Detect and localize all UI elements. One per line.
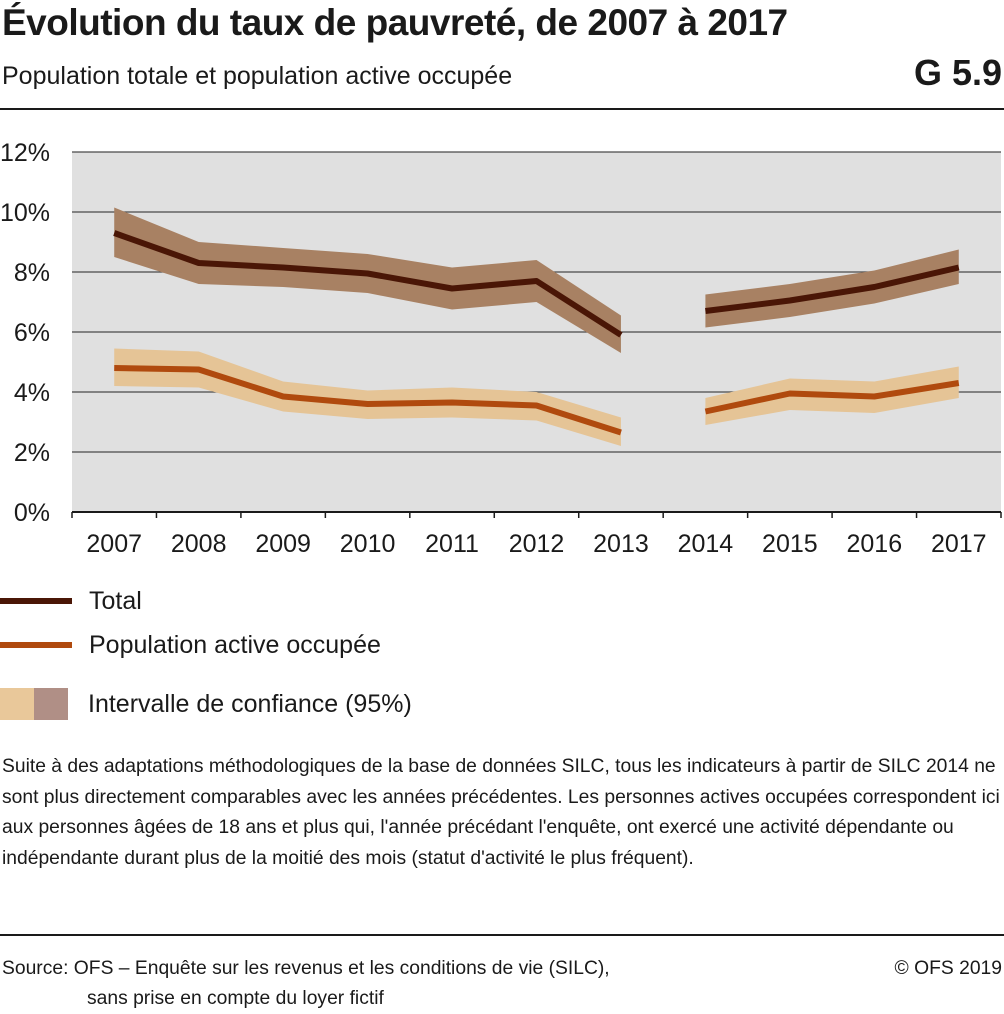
confidence-band-active: [114, 348, 621, 446]
legend-line-total: [0, 598, 72, 604]
x-tick-label: 2016: [847, 530, 903, 558]
series-line-active: [704, 380, 960, 415]
legend-label-active: Population active occupée: [89, 630, 381, 659]
legend-line-active: [0, 642, 72, 648]
legend-label-ci: Intervalle de confiance (95%): [88, 689, 412, 718]
series-line-total: [705, 264, 960, 314]
legend-swatch-ci-active: [0, 688, 34, 720]
y-tick-label: 4%: [14, 379, 50, 407]
x-tick-label: 2013: [593, 530, 649, 558]
legend-item-total: Total: [0, 583, 142, 619]
legend-item-ci: Intervalle de confiance (95%): [0, 686, 412, 722]
x-tick-label: 2017: [931, 530, 987, 558]
top-rule: [0, 108, 1004, 110]
bottom-rule: [0, 934, 1004, 936]
x-tick-label: 2012: [509, 530, 565, 558]
confidence-band-total: [705, 249, 959, 328]
series-line-total: [113, 230, 623, 338]
x-tick-label: 2008: [171, 530, 227, 558]
x-tick-label: 2009: [255, 530, 311, 558]
confidence-band-total: [114, 207, 621, 353]
legend-swatch-ci-total: [34, 688, 68, 720]
source-line-1: Source: OFS – Enquête sur les revenus et…: [2, 958, 610, 979]
legend-item-active: Population active occupée: [0, 627, 381, 663]
series-line-active: [114, 365, 622, 436]
chart-subtitle: Population totale et population active o…: [2, 62, 513, 90]
y-tick-label: 6%: [14, 319, 50, 347]
copyright: © OFS 2019: [894, 958, 1002, 979]
x-tick-label: 2014: [678, 530, 734, 558]
source-line-2: sans prise en compte du loyer fictif: [87, 988, 384, 1009]
legend: Total Population active occupée Interval…: [0, 580, 1004, 730]
x-tick-label: 2011: [425, 530, 479, 558]
y-tick-label: 12%: [0, 139, 50, 167]
x-tick-label: 2015: [762, 530, 818, 558]
y-tick-label: 2%: [14, 439, 50, 467]
y-tick-label: 8%: [14, 259, 50, 287]
x-tick-label: 2010: [340, 530, 396, 558]
x-tick-label: 2007: [86, 530, 142, 558]
y-tick-label: 10%: [0, 199, 50, 227]
figure-code: G 5.9: [913, 52, 1002, 93]
legend-label-total: Total: [89, 586, 142, 615]
y-tick-label: 0%: [14, 499, 50, 527]
source-text: Source: OFS – Enquête sur les revenus et…: [2, 954, 610, 1014]
poverty-rate-chart: 0% 2% 4% 6% 8% 10% 12% 2007 2008 2009 2010 2011 2012…: [0, 139, 1002, 558]
methodology-note: Suite à des adaptations méthodologiques …: [2, 756, 1000, 869]
chart-title: Évolution du taux de pauvreté, de 2007 à…: [2, 2, 788, 43]
